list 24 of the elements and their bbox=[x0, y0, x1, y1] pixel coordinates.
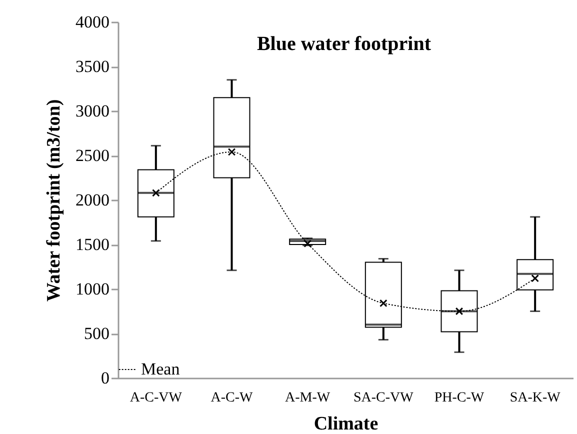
point bbox=[228, 148, 236, 156]
y-tick-label: 0 bbox=[101, 368, 110, 388]
y-tick-label: 4000 bbox=[76, 12, 110, 32]
x-tick-label: A-M-W bbox=[285, 390, 331, 406]
x-axis-title: Climate bbox=[314, 414, 378, 434]
point bbox=[455, 307, 464, 316]
y-tick-label: 3500 bbox=[76, 57, 110, 76]
y-axis-title: Water footprint (m3/ton) bbox=[44, 99, 64, 302]
x-tick-label: A-C-VW bbox=[130, 390, 183, 406]
x-tick-label: SA-C-VW bbox=[353, 390, 414, 406]
y-tick-label: 2000 bbox=[76, 190, 110, 210]
point bbox=[380, 299, 388, 308]
y-tick-label: 1500 bbox=[76, 235, 110, 254]
x-tick-label: SA-K-W bbox=[510, 390, 562, 406]
point bbox=[531, 274, 539, 282]
y-tick-label: 500 bbox=[84, 324, 110, 343]
y-tick-label: 1000 bbox=[76, 280, 110, 298]
point bbox=[152, 188, 160, 197]
y-tick-label: 3000 bbox=[76, 102, 110, 120]
x-tick-label: PH-C-W bbox=[434, 390, 485, 406]
y-tick-label: 2500 bbox=[76, 146, 110, 165]
text: Blue water footprint bbox=[256, 33, 432, 55]
legend-label: Mean bbox=[141, 360, 180, 378]
x-tick-label: A-C-W bbox=[210, 390, 254, 406]
